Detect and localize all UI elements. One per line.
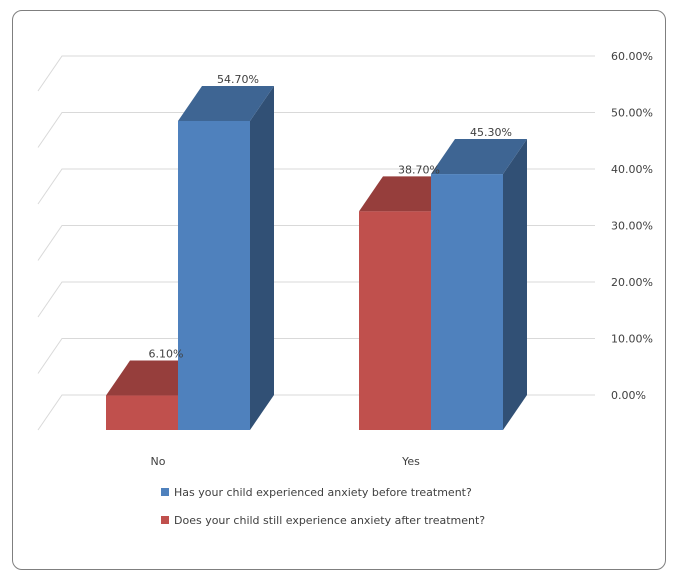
x-axis-categories: No Yes (151, 455, 421, 468)
bar (178, 85, 274, 430)
data-label: 6.10% (149, 348, 184, 361)
legend-swatch (161, 488, 169, 496)
y-tick-label: 20.00% (611, 276, 653, 289)
y-tick-label: 40.00% (611, 163, 653, 176)
bar (431, 139, 527, 430)
category-label: No (151, 455, 166, 468)
data-label: 45.30% (470, 126, 512, 139)
y-tick-label: 30.00% (611, 220, 653, 233)
y-tick-label: 0.00% (611, 389, 646, 402)
gridline (37, 112, 595, 148)
bars (106, 85, 527, 430)
legend-swatch (161, 516, 169, 524)
chart-frame (12, 10, 666, 570)
data-label: 38.70% (398, 163, 440, 176)
y-axis-ticks: 0.00% 10.00% 20.00% 30.00% 40.00% 50.00% 60.00… (611, 50, 653, 402)
gridline (37, 168, 595, 205)
legend-label: Has your child experienced anxiety befor… (174, 486, 472, 499)
data-labels: 6.10% 54.70% 38.70% 45.30% (149, 73, 512, 361)
category-label: Yes (401, 455, 420, 468)
legend-label: Does your child still experience anxiety… (174, 514, 485, 527)
data-label: 54.70% (217, 73, 259, 86)
legend-item: Does your child still experience anxiety… (161, 514, 485, 527)
y-tick-label: 10.00% (611, 333, 653, 346)
y-tick-label: 60.00% (611, 50, 653, 63)
y-tick-label: 50.00% (611, 107, 653, 120)
legend: Has your child experienced anxiety befor… (161, 486, 485, 527)
gridline (37, 55, 595, 92)
bar-chart: 0.00% 10.00% 20.00% 30.00% 40.00% 50.00% 60.00… (37, 50, 653, 527)
legend-item: Has your child experienced anxiety befor… (161, 486, 472, 499)
